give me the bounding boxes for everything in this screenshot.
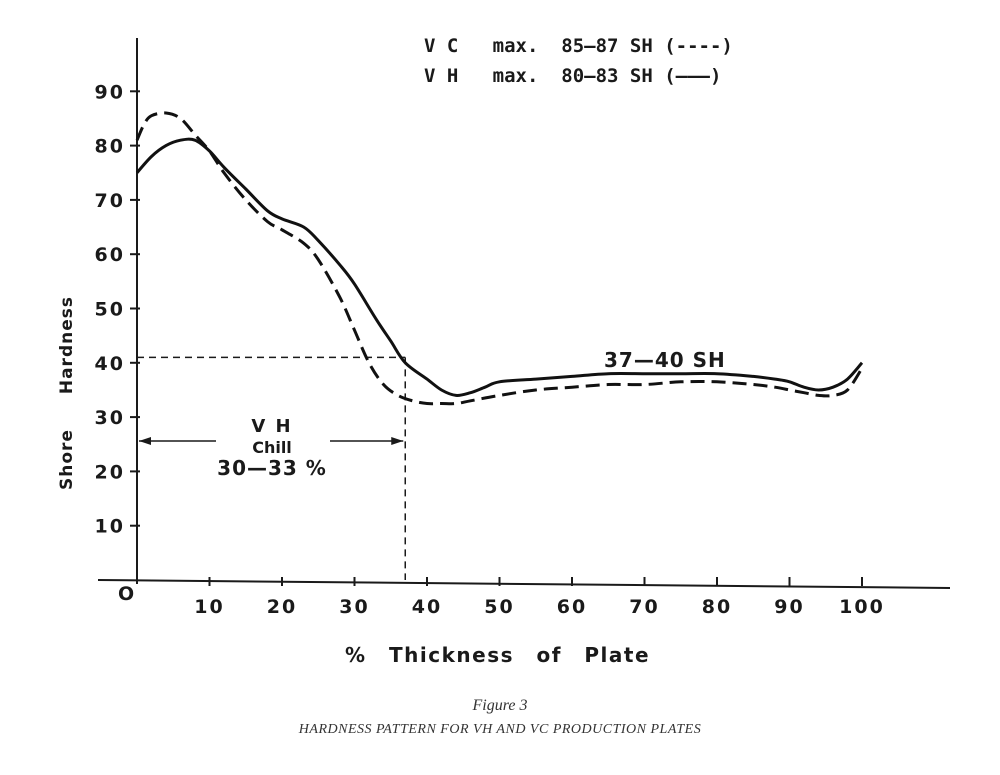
y-axis-title: Shore Hardness: [57, 296, 77, 490]
y-tick-label: 40: [95, 353, 125, 375]
x-tick-label: 10: [194, 596, 224, 618]
x-tick-label: 20: [267, 596, 297, 618]
plateau-label: 37—40 SH: [604, 348, 726, 372]
figure-caption: HARDNESS PATTERN FOR VH AND VC PRODUCTIO…: [298, 722, 702, 737]
legend: V C max. 85—87 SH (----) V H max. 80—83 …: [424, 35, 733, 87]
y-tick-label: 60: [95, 244, 125, 266]
x-tick-label: 30: [339, 596, 369, 618]
legend-entry-vc: V C max. 85—87 SH (----): [424, 35, 733, 57]
chill-arrow-left-head: [139, 437, 151, 445]
x-tick-label: 100: [839, 596, 885, 618]
chill-label-line2: Chill: [252, 438, 292, 457]
series-lines: [135, 111, 864, 406]
series-line-vc: [135, 111, 864, 406]
axes: [97, 38, 951, 589]
x-axis-title: % Thickness of Plate: [345, 643, 650, 667]
y-tick-label: 20: [95, 461, 125, 483]
y-tick-label: 90: [95, 81, 125, 103]
x-tick-label: 80: [702, 596, 732, 618]
chill-label-line1: V H: [251, 416, 292, 437]
y-tick-label: 10: [95, 516, 125, 538]
chill-guides: [137, 356, 406, 580]
y-tick-label: 70: [95, 190, 125, 212]
chill-annotation: V H Chill 30—33 %: [217, 416, 327, 480]
x-tick-label: 60: [557, 596, 587, 618]
chill-label-line3: 30—33 %: [217, 456, 327, 480]
chill-arrow-right-head: [391, 437, 404, 445]
x-axis-line: [97, 579, 951, 589]
x-tick-label: 70: [629, 596, 659, 618]
x-tick-label: 40: [412, 596, 442, 618]
axis-ticks: 10 20 30 40 50 60 70 80 90 10 20 30 40 50 60 70 80 90 100: [95, 81, 885, 618]
x-tick-label: 90: [774, 596, 804, 618]
y-tick-label: 30: [95, 407, 125, 429]
y-tick-label: 50: [95, 299, 125, 321]
y-tick-label: 80: [95, 136, 125, 158]
x-origin-label: O: [118, 583, 136, 605]
figure-label: Figure 3: [472, 697, 528, 714]
x-tick-label: 50: [484, 596, 514, 618]
legend-entry-vh: V H max. 80—83 SH (———): [424, 65, 721, 87]
series-line-vh: [135, 137, 864, 397]
